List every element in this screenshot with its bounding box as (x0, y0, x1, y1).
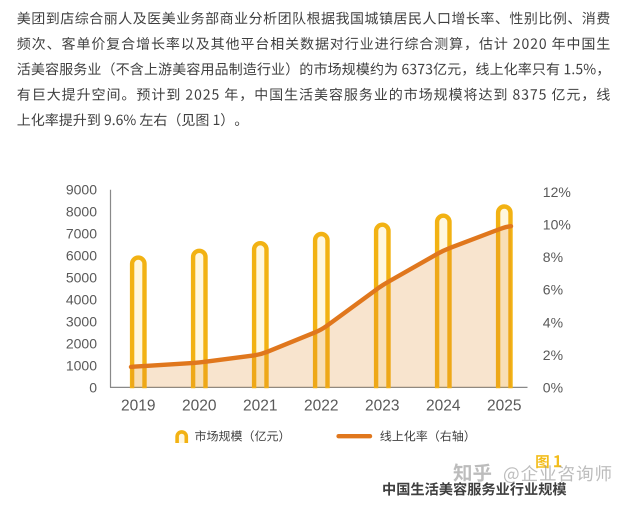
svg-text:10%: 10% (543, 217, 571, 233)
svg-text:12%: 12% (543, 184, 571, 200)
svg-text:1000: 1000 (66, 358, 97, 374)
svg-text:2024: 2024 (426, 397, 461, 414)
svg-text:8%: 8% (543, 249, 563, 265)
svg-text:0%: 0% (543, 380, 563, 396)
svg-text:9000: 9000 (66, 182, 97, 198)
svg-text:2022: 2022 (304, 397, 338, 414)
svg-text:2%: 2% (543, 347, 563, 363)
svg-text:2021: 2021 (243, 397, 277, 414)
svg-text:2000: 2000 (66, 336, 97, 352)
svg-text:6000: 6000 (66, 248, 97, 264)
svg-text:5000: 5000 (66, 270, 97, 286)
svg-text:3000: 3000 (66, 314, 97, 330)
svg-text:2020: 2020 (182, 397, 217, 414)
svg-text:2025: 2025 (487, 397, 521, 414)
svg-text:2023: 2023 (365, 397, 399, 414)
svg-text:0: 0 (89, 380, 97, 396)
svg-text:8000: 8000 (66, 204, 97, 220)
svg-text:7000: 7000 (66, 226, 97, 242)
svg-text:4000: 4000 (66, 292, 97, 308)
svg-text:2019: 2019 (121, 397, 155, 414)
svg-text:6%: 6% (543, 282, 563, 298)
svg-text:4%: 4% (543, 314, 563, 330)
